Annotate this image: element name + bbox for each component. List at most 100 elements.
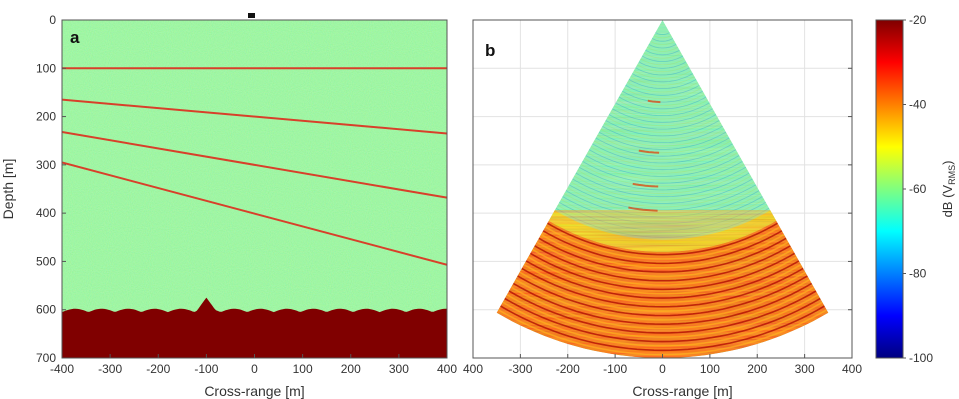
range-arc	[588, 149, 737, 171]
range-arc	[613, 105, 712, 120]
x-tick-label: -200	[556, 362, 580, 376]
bright-arc-4	[628, 206, 658, 212]
range-arc	[635, 67, 690, 76]
panel-a-speckle	[62, 20, 447, 358]
seabed-arc	[500, 305, 825, 352]
x-tick-label: 300	[389, 362, 409, 376]
range-arc	[572, 178, 753, 204]
range-arc	[590, 146, 735, 167]
seabed-arc	[529, 252, 796, 291]
reflector-line-2	[62, 98, 447, 135]
colorbar-tick-label: -20	[909, 13, 927, 27]
range-arc	[592, 143, 733, 164]
y-tick-label: 400	[36, 206, 56, 220]
x-tick-label: 0	[251, 362, 258, 376]
range-arc	[562, 196, 763, 225]
colorbar-label-subscript: RMS	[947, 165, 957, 185]
range-arc	[625, 84, 700, 96]
colorbar: -20 -40 -60 -80 -100 dB (VRMS)	[875, 13, 957, 365]
reflector-line-3	[62, 131, 447, 199]
y-tick-label: 100	[36, 61, 56, 75]
y-tick-label: 600	[36, 303, 56, 317]
panel-a-label: a	[70, 28, 80, 47]
range-arc	[598, 131, 727, 150]
reflector-line-4	[62, 161, 447, 266]
x-tick-label: 100	[293, 362, 313, 376]
x-tick-label: 0	[659, 362, 666, 376]
colorbar-tick-label: -100	[909, 351, 933, 365]
seabed-arc	[544, 226, 781, 260]
colorbar-label-main: dB (V	[940, 185, 955, 218]
range-arc	[587, 152, 738, 174]
range-arc	[595, 137, 730, 157]
range-arc	[645, 49, 680, 56]
seabed-arc	[519, 271, 806, 313]
seabed-arc	[527, 256, 798, 295]
panel-b-label: b	[485, 41, 495, 60]
seafloor	[62, 297, 447, 358]
seabed-arc	[532, 248, 793, 286]
range-arc	[633, 70, 692, 79]
range-arc	[630, 76, 695, 86]
range-arc	[575, 172, 750, 198]
range-arc	[559, 201, 766, 231]
range-arc	[641, 55, 684, 62]
x-tick-label: -200	[146, 362, 170, 376]
x-tick-label: -300	[98, 362, 122, 376]
y-tick-label: 300	[36, 158, 56, 172]
range-arc	[565, 190, 760, 218]
range-arc	[555, 207, 770, 238]
range-arc	[623, 87, 702, 100]
range-arc	[620, 93, 705, 106]
x-tick-label: -300	[508, 362, 532, 376]
seabed-arc	[508, 290, 817, 334]
panel-b-x-ticks: 400 -300 -200 -100 0 100 200 300 400	[463, 67, 862, 376]
y-tick-label: 0	[49, 13, 56, 27]
range-arc	[580, 163, 745, 188]
x-tick-label: -400	[50, 362, 74, 376]
range-arc	[651, 38, 674, 42]
y-tick-label: 500	[36, 254, 56, 268]
seabed-arc	[510, 286, 815, 330]
y-tick-label: 200	[36, 110, 56, 124]
range-arc	[600, 128, 725, 147]
range-arc	[653, 35, 672, 39]
seabed-arc	[523, 263, 802, 304]
colorbar-label: dB (VRMS)	[940, 161, 957, 218]
range-arc	[585, 155, 740, 177]
range-arc	[603, 122, 722, 140]
range-arc	[618, 96, 707, 110]
panel-a: -400 -300 -200 -100 0 100 200 300 400 0 100 200 300…	[0, 13, 457, 399]
colorbar-ticks: -20 -40 -60 -80 -100	[903, 13, 933, 365]
seabed-arc	[506, 294, 819, 339]
seabed-arc	[547, 222, 778, 256]
top-marker	[248, 13, 255, 18]
range-arc	[570, 181, 755, 208]
range-arc	[612, 108, 713, 123]
range-arc	[578, 166, 747, 191]
panel-b-x-axis-label: Cross-range [m]	[632, 383, 732, 399]
bright-arc-1	[647, 99, 661, 104]
seabed-arc	[540, 233, 785, 269]
x-tick-label: -100	[194, 362, 218, 376]
range-arc	[628, 79, 697, 90]
seabed-arc	[502, 301, 823, 347]
bright-arc-3	[632, 182, 659, 188]
panel-a-image	[62, 20, 447, 358]
range-arc	[573, 175, 752, 201]
x-tick-label: 100	[700, 362, 720, 376]
seabed-arc	[542, 230, 783, 265]
range-arc	[640, 58, 685, 66]
range-arc	[610, 111, 715, 127]
panel-a-x-axis-label: Cross-range [m]	[204, 383, 304, 399]
range-arc	[648, 43, 677, 49]
range-arc	[650, 40, 675, 45]
panel-a-y-axis-label: Depth [m]	[0, 159, 16, 220]
range-arc	[605, 120, 720, 137]
range-arc	[632, 73, 693, 83]
range-arc	[560, 199, 765, 228]
seabed-arc	[517, 275, 808, 317]
bright-arc-2	[638, 149, 660, 154]
range-arc	[617, 99, 708, 113]
